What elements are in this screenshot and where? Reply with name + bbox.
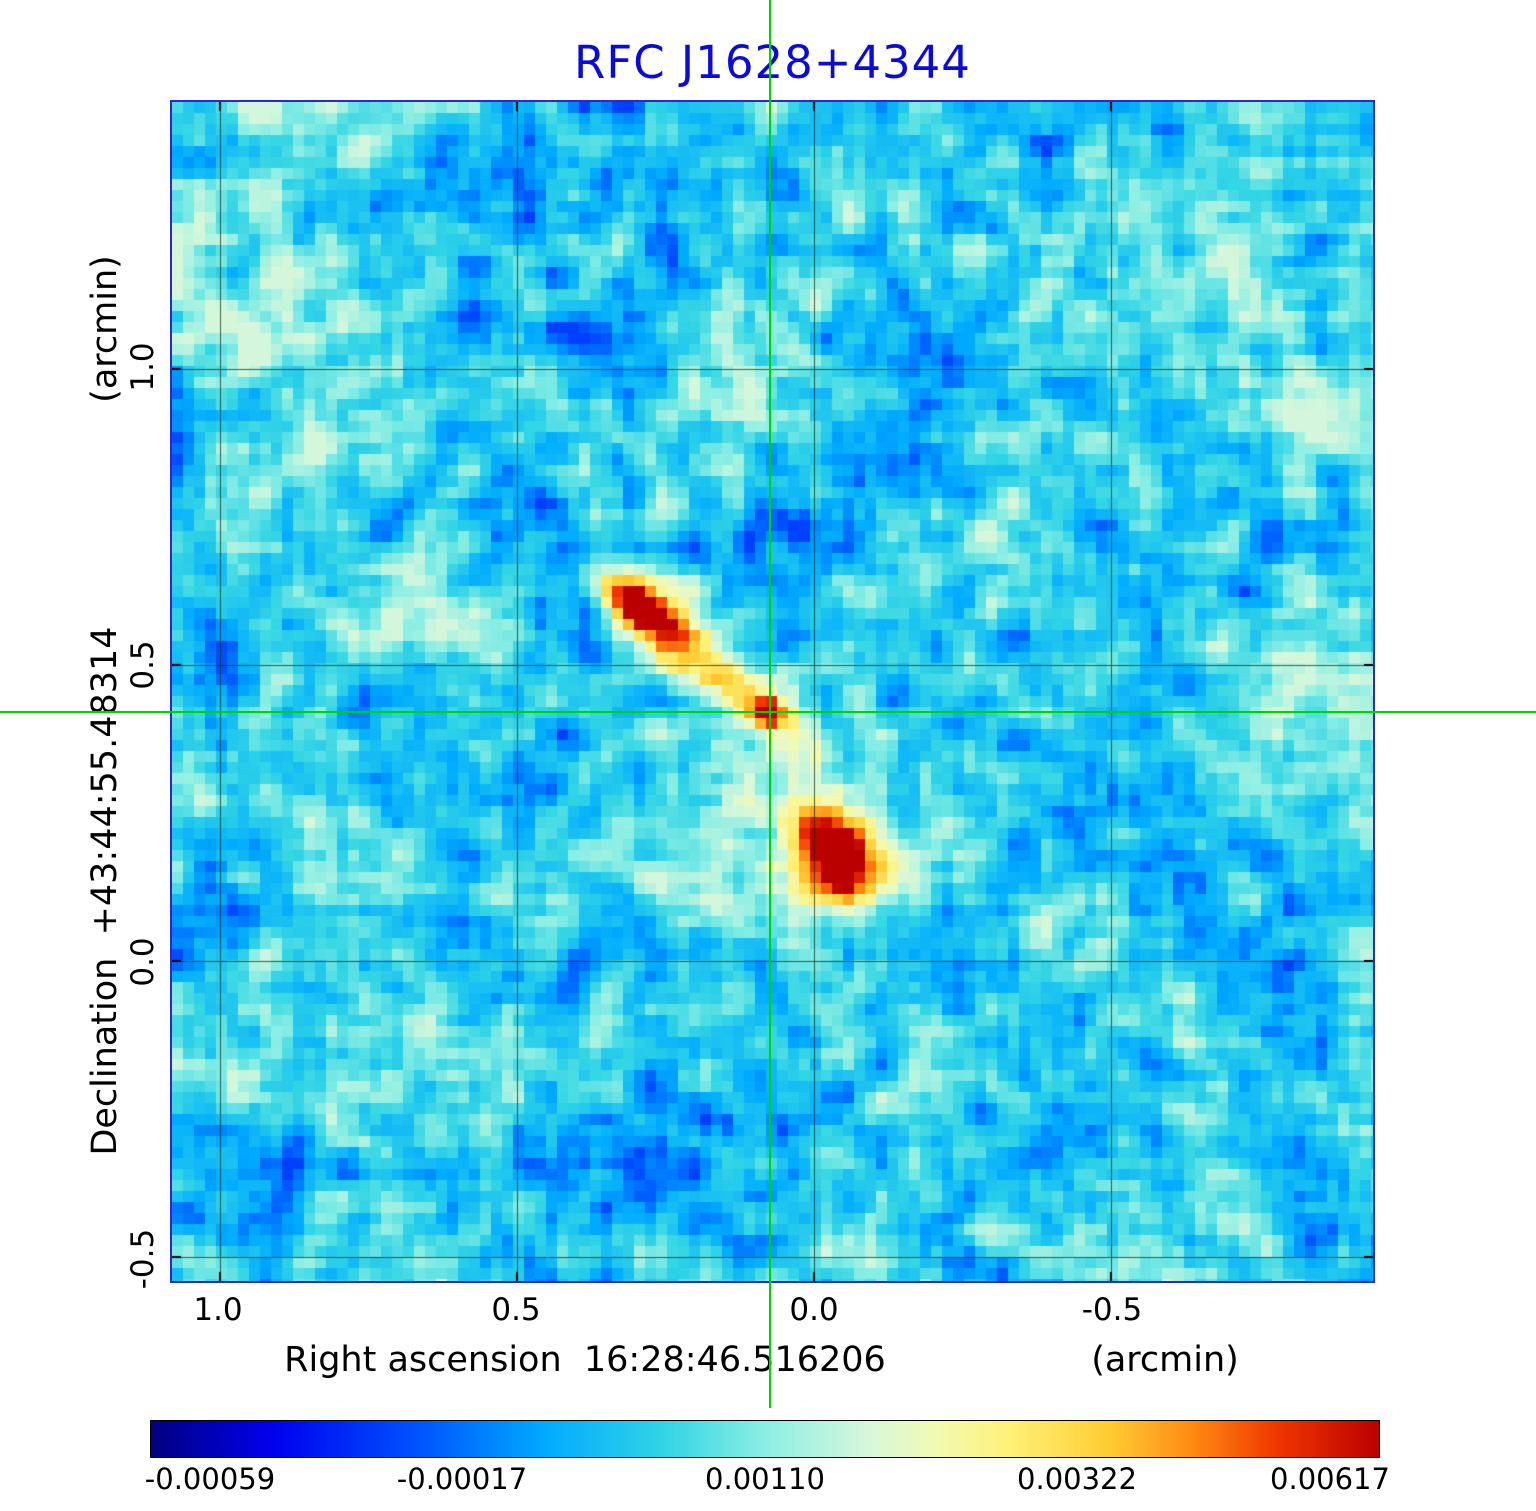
colorbar-tick-label: 0.00322 [1017, 1462, 1137, 1496]
colorbar-tick-label: -0.00059 [144, 1462, 276, 1496]
colorbar-gradient [151, 1421, 1379, 1457]
y-axis-unit: (arcmin) [85, 255, 125, 403]
x-tick-label: 0.0 [789, 1292, 839, 1328]
colorbar [150, 1420, 1380, 1458]
x-tick-label: -0.5 [1081, 1292, 1143, 1328]
y-tick-label: 1.0 [125, 342, 161, 392]
colorbar-tick-label: -0.00017 [396, 1462, 528, 1496]
colorbar-tick-label: 0.00110 [705, 1462, 825, 1496]
x-tick-label: 0.5 [491, 1292, 541, 1328]
y-tick-label: -0.5 [125, 1228, 161, 1290]
x-axis-unit: (arcmin) [1091, 1340, 1239, 1380]
y-axis-title: Declination +43:44:55.48314 [85, 626, 125, 1156]
y-tick-label: 0.0 [125, 937, 161, 987]
plot-area [170, 100, 1375, 1283]
sky-heatmap [172, 102, 1373, 1281]
crosshair-vertical-line [769, 0, 771, 1408]
x-tick-label: 1.0 [193, 1292, 243, 1328]
y-tick-label: 0.5 [125, 640, 161, 690]
colorbar-tick-label: 0.00617 [1270, 1462, 1390, 1496]
crosshair-horizontal-line [0, 711, 1536, 713]
x-axis-title: Right ascension 16:28:46.516206 [284, 1340, 886, 1380]
plot-title: RFC J1628+4344 [574, 36, 971, 89]
